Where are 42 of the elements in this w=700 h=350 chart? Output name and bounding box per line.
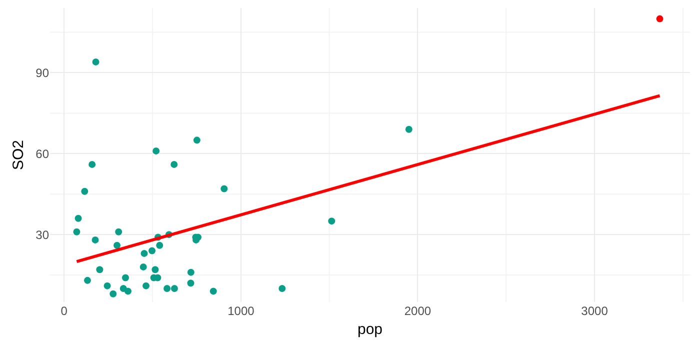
point bbox=[278, 285, 286, 292]
point bbox=[84, 276, 91, 284]
point bbox=[88, 160, 96, 168]
y-tick-label: 90 bbox=[36, 66, 50, 80]
point bbox=[142, 282, 150, 290]
point bbox=[104, 282, 111, 290]
point bbox=[210, 288, 217, 295]
x-axis-title: pop bbox=[357, 321, 383, 338]
y-tick-label: 60 bbox=[36, 146, 50, 161]
point bbox=[122, 274, 129, 282]
point bbox=[405, 126, 412, 133]
point bbox=[148, 247, 156, 254]
point bbox=[328, 218, 336, 225]
point bbox=[152, 266, 159, 274]
point bbox=[124, 288, 132, 295]
point bbox=[164, 285, 171, 292]
point bbox=[152, 147, 160, 154]
point bbox=[187, 268, 194, 276]
y-tick-label: 30 bbox=[36, 228, 50, 242]
x-tick-label: 3000 bbox=[581, 304, 608, 318]
point bbox=[81, 188, 88, 195]
point bbox=[74, 214, 82, 222]
point bbox=[92, 58, 100, 66]
point bbox=[140, 263, 147, 270]
point bbox=[114, 242, 121, 249]
point bbox=[96, 266, 104, 274]
x-tick-label: 2000 bbox=[404, 304, 432, 318]
point bbox=[140, 250, 148, 257]
point bbox=[170, 160, 178, 168]
point bbox=[110, 290, 117, 298]
y-axis-title: SO2 bbox=[10, 140, 27, 170]
point bbox=[656, 15, 664, 22]
point bbox=[220, 185, 228, 192]
point bbox=[193, 136, 200, 144]
x-tick-label: 0 bbox=[60, 304, 68, 318]
x-tick-label: 1000 bbox=[228, 304, 255, 318]
point bbox=[187, 280, 194, 287]
point bbox=[170, 285, 178, 292]
point bbox=[92, 236, 99, 244]
point bbox=[73, 228, 80, 236]
point bbox=[156, 242, 164, 249]
point bbox=[115, 228, 122, 236]
